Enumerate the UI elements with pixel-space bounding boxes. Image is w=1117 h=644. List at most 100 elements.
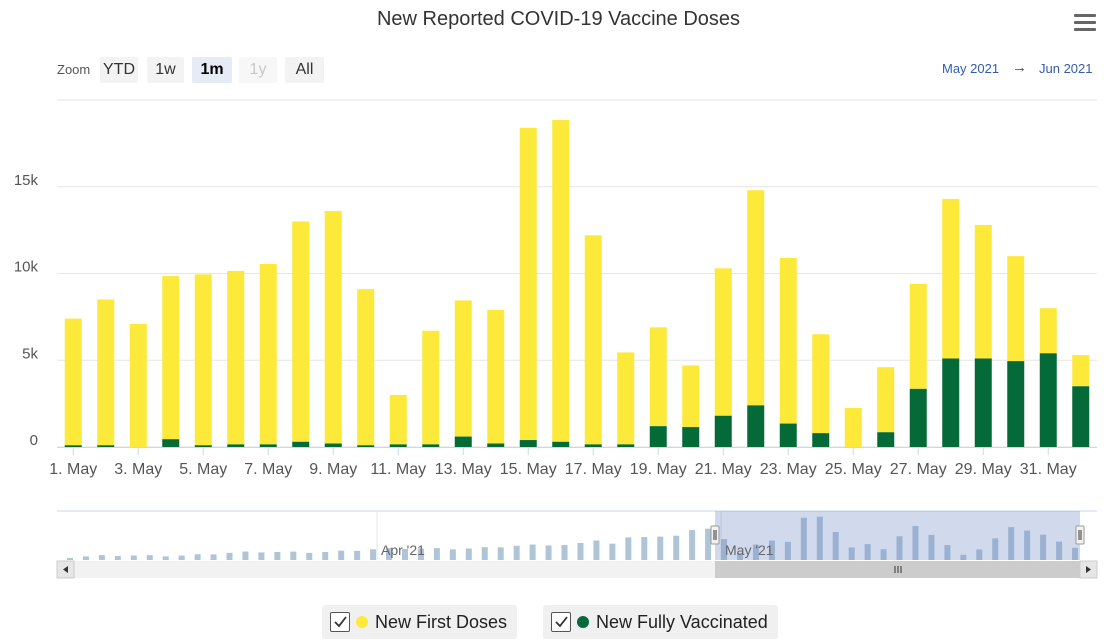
- navigator-label: Apr '21: [381, 542, 425, 558]
- navigator-mini-bar: [768, 540, 775, 560]
- navigator-handle: [1075, 525, 1085, 545]
- bar-first-doses-8: [292, 221, 310, 442]
- y-tick-label: 15k: [14, 172, 39, 189]
- x-tick-label: 3. May: [114, 461, 162, 478]
- bar-fully-vaccinated-11: [389, 444, 407, 447]
- navigator-mini-bar: [178, 555, 185, 560]
- bar-fully-vaccinated-9: [324, 443, 342, 447]
- bar-first-doses-13: [454, 300, 472, 437]
- bar-fully-vaccinated-15: [519, 440, 537, 447]
- y-tick-label: 10k: [14, 259, 39, 276]
- chart-area: 0 5k 10k 15k 1. May 3. May 5. May 7. May 9. May…: [14, 99, 1098, 579]
- x-tick-label: 23. May: [760, 461, 817, 478]
- navigator-mini-bar: [752, 544, 759, 560]
- zoom-all-button[interactable]: All: [285, 57, 324, 83]
- navigator-mini-bar: [449, 549, 456, 560]
- range-to[interactable]: Jun 2021: [1039, 61, 1093, 76]
- zoom-ytd-button[interactable]: YTD: [100, 57, 138, 83]
- navigator-mini-bar: [832, 531, 839, 560]
- navigator-mini-bar: [130, 555, 137, 560]
- bar-fully-vaccinated-27: [909, 388, 927, 447]
- bar-first-doses-26: [877, 367, 895, 433]
- bar-first-doses-32: [1072, 355, 1090, 387]
- zoom-1w-button[interactable]: 1w: [147, 57, 184, 83]
- x-tick-label: 21. May: [695, 461, 752, 478]
- navigator-mini-bar: [114, 555, 121, 560]
- navigator-mini-bar: [226, 552, 233, 560]
- bar-first-doses-28: [942, 198, 960, 359]
- navigator-label: May '21: [725, 542, 774, 558]
- navigator-mini-bar: [274, 551, 281, 560]
- x-tick-label: 1. May: [49, 461, 97, 478]
- navigator-mini-bar: [800, 517, 807, 560]
- navigator-mini-bar: [992, 538, 999, 560]
- navigator-mini-bar: [864, 544, 871, 560]
- navigator-mini-bar: [433, 548, 440, 560]
- zoom-1y-button[interactable]: 1y: [239, 57, 277, 83]
- checkbox-icon[interactable]: [551, 612, 571, 632]
- legend-item-first-doses[interactable]: New First Doses: [322, 605, 518, 639]
- navigator-mini-bar: [481, 547, 488, 560]
- navigator-mini-bar: [306, 552, 313, 560]
- bar-series: [64, 119, 1090, 447]
- navigator-mini-bar: [242, 551, 249, 560]
- bar-first-doses-25: [844, 407, 862, 447]
- bar-first-doses-31: [1039, 308, 1057, 354]
- legend-label: New First Doses: [375, 611, 508, 632]
- x-tick-label: 9. May: [309, 461, 357, 478]
- navigator[interactable]: Apr '21 May '21: [56, 510, 1098, 579]
- navigator-mini-bar: [146, 555, 153, 560]
- y-tick-label: 5k: [22, 345, 38, 362]
- navigator-mini-bar: [593, 540, 600, 560]
- grid-lines: [57, 99, 1097, 448]
- legend-dot-icon: [356, 616, 368, 628]
- range-from[interactable]: May 2021: [942, 61, 1000, 76]
- bar-first-doses-27: [909, 283, 927, 389]
- bar-first-doses-2: [97, 299, 115, 446]
- legend-label: New Fully Vaccinated: [596, 611, 768, 632]
- x-tick-label: 27. May: [890, 461, 947, 478]
- navigator-mini-bar: [960, 554, 967, 560]
- navigator-selection: [715, 511, 1080, 560]
- bar-first-doses-9: [324, 211, 342, 444]
- checkbox-icon[interactable]: [330, 612, 350, 632]
- x-tick-label: 5. May: [179, 461, 227, 478]
- range-arrow-icon: →: [1012, 59, 1027, 76]
- bar-first-doses-22: [747, 190, 765, 406]
- hamburger-menu-icon[interactable]: [1074, 14, 1096, 34]
- x-tick-label: 19. May: [630, 461, 687, 478]
- navigator-mini-bar: [545, 545, 552, 560]
- bar-fully-vaccinated-8: [292, 441, 310, 447]
- navigator-mini-bar: [417, 548, 424, 560]
- navigator-mini-bar: [210, 554, 217, 560]
- bar-first-doses-15: [519, 127, 537, 441]
- bar-first-doses-21: [714, 268, 732, 416]
- navigator-mini-bar: [705, 528, 712, 560]
- bar-fully-vaccinated-1: [64, 445, 82, 447]
- navigator-mini-bar: [1040, 534, 1047, 560]
- zoom-label: Zoom: [57, 62, 91, 77]
- navigator-mini-bar: [641, 537, 648, 560]
- bar-fully-vaccinated-23: [779, 423, 797, 447]
- navigator-handle: [710, 525, 720, 545]
- legend-item-fully-vaccinated[interactable]: New Fully Vaccinated: [543, 605, 778, 639]
- navigator-mini-bar: [1056, 541, 1063, 560]
- bar-fully-vaccinated-13: [454, 436, 472, 447]
- bar-first-doses-30: [1007, 256, 1025, 362]
- bar-fully-vaccinated-6: [227, 444, 245, 447]
- navigator-mini-bar: [625, 537, 632, 560]
- bar-fully-vaccinated-19: [649, 426, 667, 447]
- navigator-mini-bar: [529, 544, 536, 560]
- bar-fully-vaccinated-2: [97, 445, 115, 447]
- navigator-mini-bar: [322, 551, 329, 560]
- y-axis: 0 5k 10k 15k: [14, 172, 39, 449]
- navigator-mini-bar: [673, 535, 680, 560]
- navigator-mini-bar: [609, 543, 616, 560]
- zoom-1m-button[interactable]: 1m: [192, 57, 232, 83]
- x-tick-label: 13. May: [435, 461, 492, 478]
- bar-fully-vaccinated-16: [552, 441, 570, 447]
- bar-first-doses-11: [389, 394, 407, 445]
- bar-first-doses-23: [779, 257, 797, 424]
- bar-fully-vaccinated-30: [1007, 361, 1025, 447]
- bar-first-doses-14: [487, 309, 505, 444]
